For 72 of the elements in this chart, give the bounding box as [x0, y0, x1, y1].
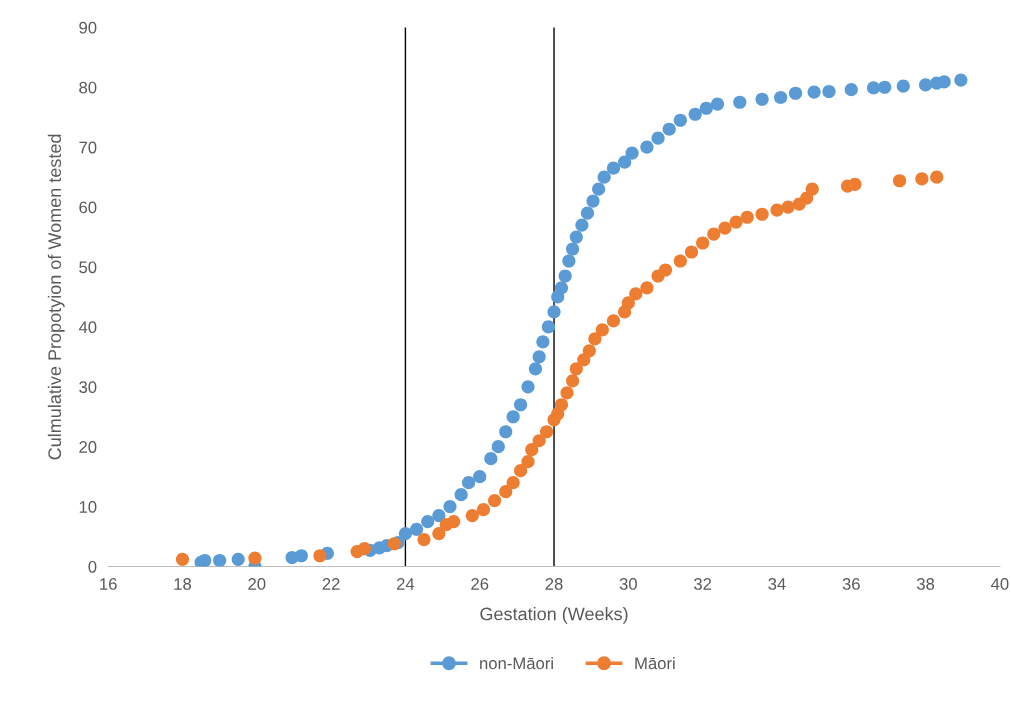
point [554, 398, 569, 412]
point [175, 552, 190, 566]
point [770, 203, 784, 217]
y-tick-label: 0 [88, 560, 97, 573]
y-tick-label: 20 [79, 441, 97, 453]
x-tick-label: 36 [842, 578, 860, 590]
point [930, 170, 944, 184]
point [729, 215, 743, 229]
point [432, 526, 446, 541]
point [673, 254, 687, 268]
x-tick-label: 34 [768, 578, 786, 590]
point [915, 172, 929, 186]
point [606, 314, 621, 328]
point [718, 221, 732, 235]
point [684, 245, 699, 259]
point [892, 174, 907, 188]
point [447, 515, 461, 529]
point [487, 494, 502, 508]
point [506, 476, 520, 490]
y-tick-label: 10 [79, 501, 97, 513]
x-tick-label: 20 [248, 578, 266, 590]
point [499, 485, 513, 499]
x-tick-label: 30 [619, 578, 637, 590]
point [248, 551, 262, 565]
point [595, 323, 609, 337]
point [740, 210, 754, 224]
y-tick-label: 40 [78, 321, 97, 334]
x-tick-label: 24 [396, 578, 415, 590]
x-tick-label: 22 [322, 578, 340, 590]
x-axis-title: Gestation (Weeks) [480, 607, 628, 624]
point [640, 281, 654, 295]
x-tick-label: 16 [100, 578, 117, 590]
point [465, 509, 479, 523]
legend-label: Māori [635, 656, 675, 670]
point [805, 182, 819, 196]
point [532, 434, 546, 448]
point [781, 200, 795, 214]
x-tick-label: 28 [545, 578, 563, 590]
point [566, 374, 580, 388]
point [525, 443, 539, 457]
y-tick-label: 30 [79, 381, 97, 394]
y-tick-label: 90 [79, 21, 97, 34]
point [560, 386, 574, 400]
point [658, 263, 673, 277]
point [707, 227, 721, 241]
point [514, 464, 528, 478]
point [569, 362, 583, 376]
y-tick-label: 50 [79, 261, 97, 274]
point [755, 207, 769, 221]
point [521, 455, 535, 469]
x-tick-label: 40 [990, 578, 1009, 590]
x-tick-label: 26 [471, 578, 489, 590]
point [357, 541, 372, 556]
point [848, 177, 862, 191]
point [588, 332, 602, 346]
point [696, 236, 710, 250]
x-tick-label: 18 [174, 578, 192, 590]
point [387, 537, 401, 551]
point [417, 532, 431, 547]
point [629, 287, 643, 301]
x-tick-label: 38 [916, 578, 935, 590]
y-tick-label: 80 [79, 81, 97, 94]
legend-label: non-Māori [480, 656, 553, 670]
point [313, 549, 327, 563]
point [540, 425, 554, 439]
y-tick-label: 70 [79, 141, 97, 154]
point [582, 344, 596, 358]
point [476, 503, 491, 517]
y-axis-title: Culmulative Propotyion of Women tested [47, 134, 65, 460]
x-tick-label: 32 [694, 578, 712, 590]
y-tick-label: 60 [79, 201, 97, 214]
point [621, 296, 635, 310]
